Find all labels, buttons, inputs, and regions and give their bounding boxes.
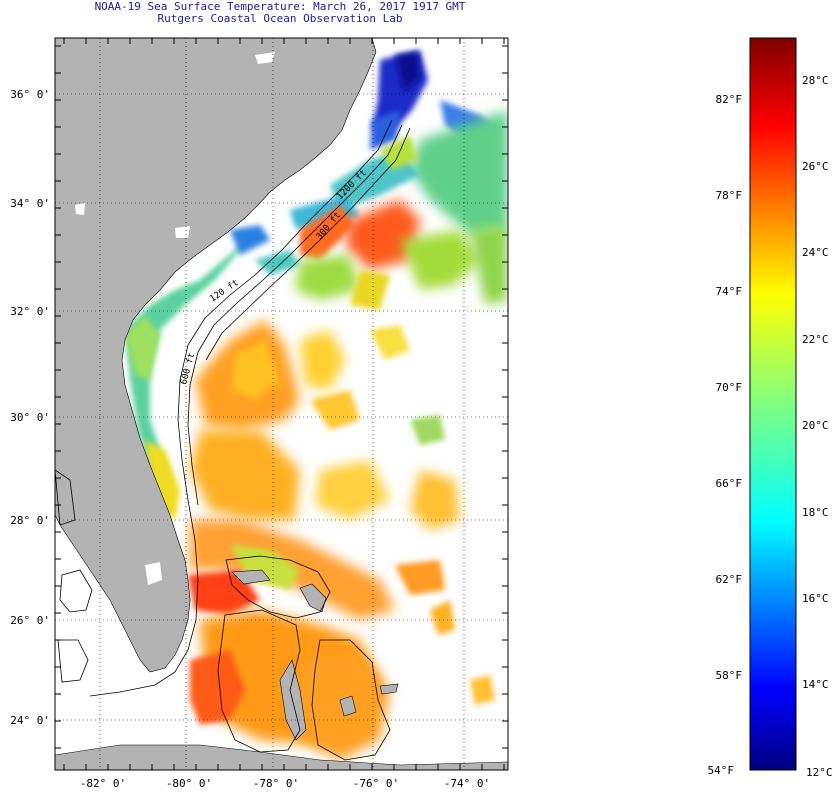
celsius-label: 12°C	[806, 766, 832, 779]
lat-label: 30° 0'	[10, 411, 50, 424]
lon-label: -80° 0'	[166, 777, 212, 790]
celsius-label: 28°C	[802, 74, 829, 87]
lon-label: -76° 0'	[353, 777, 399, 790]
celsius-label: 26°C	[802, 160, 829, 173]
chart-subtitle: Rutgers Coastal Ocean Observation Lab	[157, 12, 403, 25]
lat-label: 34° 0'	[10, 197, 50, 210]
celsius-label: 16°C	[802, 592, 829, 605]
fahrenheit-label: 54°F	[708, 764, 735, 777]
celsius-label: 24°C	[802, 246, 829, 259]
fahrenheit-scale: 82°F 78°F 74°F 70°F 66°F 62°F 58°F 54°F	[708, 93, 743, 777]
fahrenheit-label: 62°F	[716, 573, 743, 586]
map-frame	[54, 37, 509, 771]
fahrenheit-label: 58°F	[716, 669, 743, 682]
celsius-label: 22°C	[802, 333, 829, 346]
fahrenheit-label: 82°F	[716, 93, 743, 106]
lat-label: 36° 0'	[10, 88, 50, 101]
fahrenheit-label: 70°F	[716, 381, 743, 394]
lon-label: -78° 0'	[253, 777, 299, 790]
longitude-labels: -82° 0' -80° 0' -78° 0' -76° 0' -74° 0'	[80, 777, 490, 790]
lat-label: 26° 0'	[10, 614, 50, 627]
lat-label: 24° 0'	[10, 714, 50, 727]
lon-label: -82° 0'	[80, 777, 126, 790]
latitude-labels: 36° 0' 34° 0' 32° 0' 30° 0' 28° 0' 26° 0…	[10, 88, 50, 727]
depth-contours	[55, 119, 411, 761]
lat-label: 32° 0'	[10, 305, 50, 318]
colorbar-gradient	[749, 37, 797, 771]
lat-label: 28° 0'	[10, 514, 50, 527]
lon-label: -74° 0'	[444, 777, 490, 790]
fahrenheit-label: 74°F	[716, 285, 743, 298]
map-ticks	[55, 38, 508, 770]
celsius-label: 14°C	[802, 678, 829, 691]
celsius-label: 20°C	[802, 419, 829, 432]
chart-title: NOAA-19 Sea Surface Temperature: March 2…	[94, 0, 466, 13]
sst-data-layer	[125, 50, 508, 760]
fahrenheit-label: 78°F	[716, 189, 743, 202]
fahrenheit-label: 66°F	[716, 477, 743, 490]
celsius-label: 18°C	[802, 506, 829, 519]
celsius-scale: 28°C 26°C 24°C 22°C 20°C 18°C 16°C 14°C …	[802, 74, 832, 779]
